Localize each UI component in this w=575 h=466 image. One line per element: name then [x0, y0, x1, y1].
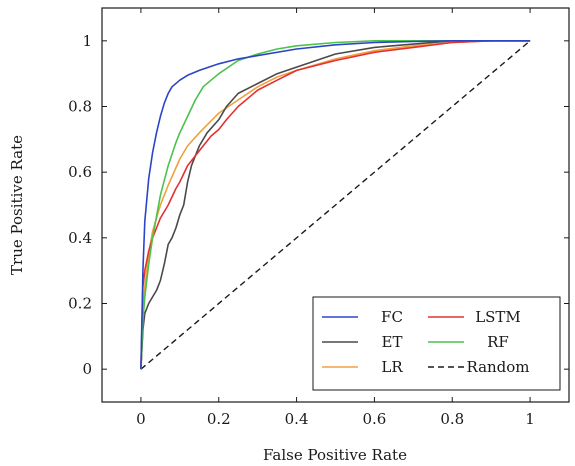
plot-frame [101, 7, 570, 403]
legend-label-fc: FC [381, 308, 403, 326]
y-axis-label: True Positive Rate [8, 135, 26, 275]
series-line-et [140, 39, 531, 370]
series-line-fc [140, 39, 531, 370]
y-tick-label: 0 [82, 360, 92, 378]
legend-label-lr: LR [381, 358, 403, 376]
series-line-random [140, 40, 531, 370]
y-tick-label: 0.8 [68, 98, 92, 116]
y-tick-label: 0.6 [68, 163, 92, 181]
legend-box [312, 296, 561, 391]
legend-label-et: ET [382, 333, 403, 351]
y-tick-label: 0.2 [68, 295, 92, 313]
x-tick-label: 0 [136, 410, 146, 428]
x-tick-label: 0.2 [207, 410, 231, 428]
legend-label-lstm: LSTM [475, 308, 521, 326]
legend-label-random: Random [466, 358, 529, 376]
series-line-rf [140, 39, 531, 370]
x-tick-label: 0.6 [362, 410, 386, 428]
legend: FC LSTM ET RF LR Random [312, 296, 561, 391]
y-tick-label: 1 [82, 32, 92, 50]
legend-label-rf: RF [487, 333, 509, 351]
x-tick-label: 0.4 [285, 410, 309, 428]
x-tick-label: 0.8 [440, 410, 464, 428]
x-axis-label: False Positive Rate [263, 446, 407, 464]
x-tick-label: 1 [525, 410, 535, 428]
y-tick-label: 0.4 [68, 229, 92, 247]
